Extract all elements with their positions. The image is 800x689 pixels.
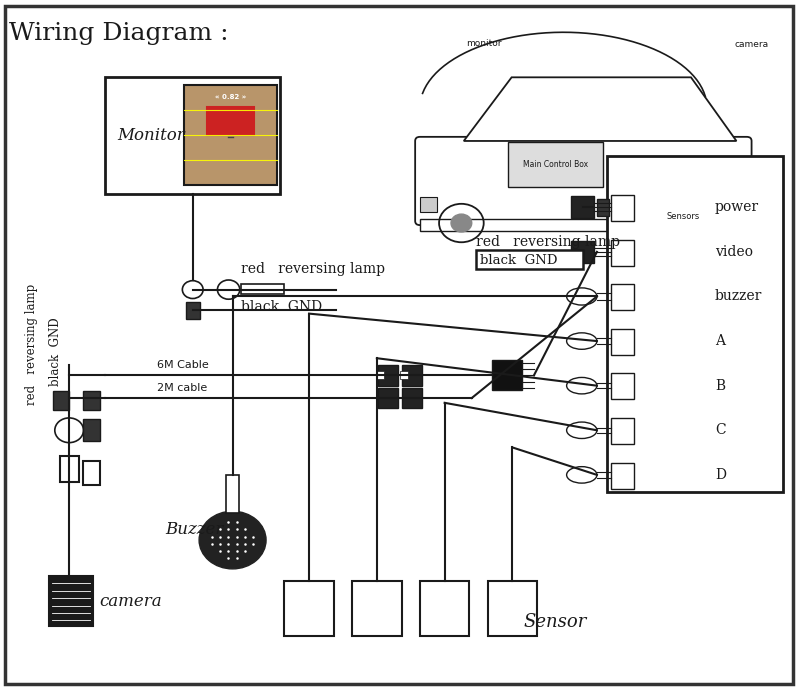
Bar xyxy=(226,475,239,513)
Text: camera: camera xyxy=(99,593,162,610)
Bar xyxy=(611,462,634,489)
Bar xyxy=(207,107,254,135)
Text: power: power xyxy=(715,200,759,214)
Text: A: A xyxy=(715,334,725,348)
Bar xyxy=(734,197,750,212)
Bar xyxy=(611,418,634,444)
Bar xyxy=(376,371,384,380)
Bar xyxy=(488,582,537,636)
Bar xyxy=(82,391,100,411)
Bar xyxy=(105,77,281,194)
Circle shape xyxy=(683,214,704,232)
Circle shape xyxy=(55,418,83,442)
Bar xyxy=(420,582,470,636)
Text: Sensor: Sensor xyxy=(523,613,587,631)
Ellipse shape xyxy=(566,378,597,394)
Text: red   reversing lamp: red reversing lamp xyxy=(25,284,38,405)
Bar xyxy=(598,198,610,216)
Bar xyxy=(82,420,100,441)
Bar xyxy=(492,360,522,391)
Text: Buzzer: Buzzer xyxy=(165,522,223,538)
Text: red   reversing lamp: red reversing lamp xyxy=(241,262,385,276)
Ellipse shape xyxy=(566,422,597,438)
Text: 2M cable: 2M cable xyxy=(157,382,207,393)
Bar xyxy=(611,373,634,400)
Text: Sensors: Sensors xyxy=(666,212,700,220)
Text: black  GND: black GND xyxy=(241,300,322,313)
Bar xyxy=(59,455,78,482)
Bar xyxy=(402,389,422,408)
Bar xyxy=(611,195,634,221)
Bar xyxy=(285,582,334,636)
Text: camera: camera xyxy=(734,41,768,50)
Ellipse shape xyxy=(566,333,597,349)
Bar xyxy=(400,371,408,380)
Bar xyxy=(607,156,782,492)
Bar xyxy=(402,365,422,386)
Bar xyxy=(378,389,398,408)
Text: monitor: monitor xyxy=(466,39,502,48)
Text: Main Control Box: Main Control Box xyxy=(523,161,588,169)
Circle shape xyxy=(451,214,472,232)
Polygon shape xyxy=(464,77,737,141)
Text: buzzer: buzzer xyxy=(715,289,762,303)
Bar xyxy=(186,302,200,319)
Bar xyxy=(611,240,634,265)
Circle shape xyxy=(218,280,240,299)
FancyBboxPatch shape xyxy=(415,137,751,225)
Bar xyxy=(352,582,402,636)
Bar xyxy=(611,284,634,310)
Ellipse shape xyxy=(566,466,597,483)
Text: Wiring Diagram :: Wiring Diagram : xyxy=(10,22,229,45)
Text: red   reversing lamp: red reversing lamp xyxy=(476,234,620,249)
Ellipse shape xyxy=(566,288,597,305)
Text: black  GND: black GND xyxy=(49,317,62,386)
Circle shape xyxy=(199,511,266,569)
Text: 6M Cable: 6M Cable xyxy=(157,360,209,370)
Bar xyxy=(420,197,438,212)
Circle shape xyxy=(182,280,203,298)
Bar xyxy=(50,577,93,626)
Bar xyxy=(611,329,634,355)
Bar xyxy=(241,284,285,294)
Text: « 0.82 »: « 0.82 » xyxy=(215,94,246,100)
Text: C: C xyxy=(715,423,726,438)
Bar xyxy=(54,391,69,411)
Bar xyxy=(184,85,277,185)
Text: video: video xyxy=(715,245,753,259)
Bar xyxy=(476,251,583,269)
Text: Monitor: Monitor xyxy=(117,127,185,144)
Bar xyxy=(508,142,603,187)
Bar xyxy=(571,241,594,263)
Text: black  GND: black GND xyxy=(480,254,558,267)
Bar xyxy=(420,219,746,232)
Text: B: B xyxy=(715,379,725,393)
Bar xyxy=(571,196,594,218)
Bar xyxy=(378,365,398,386)
Bar xyxy=(82,461,100,485)
Text: D: D xyxy=(715,468,726,482)
